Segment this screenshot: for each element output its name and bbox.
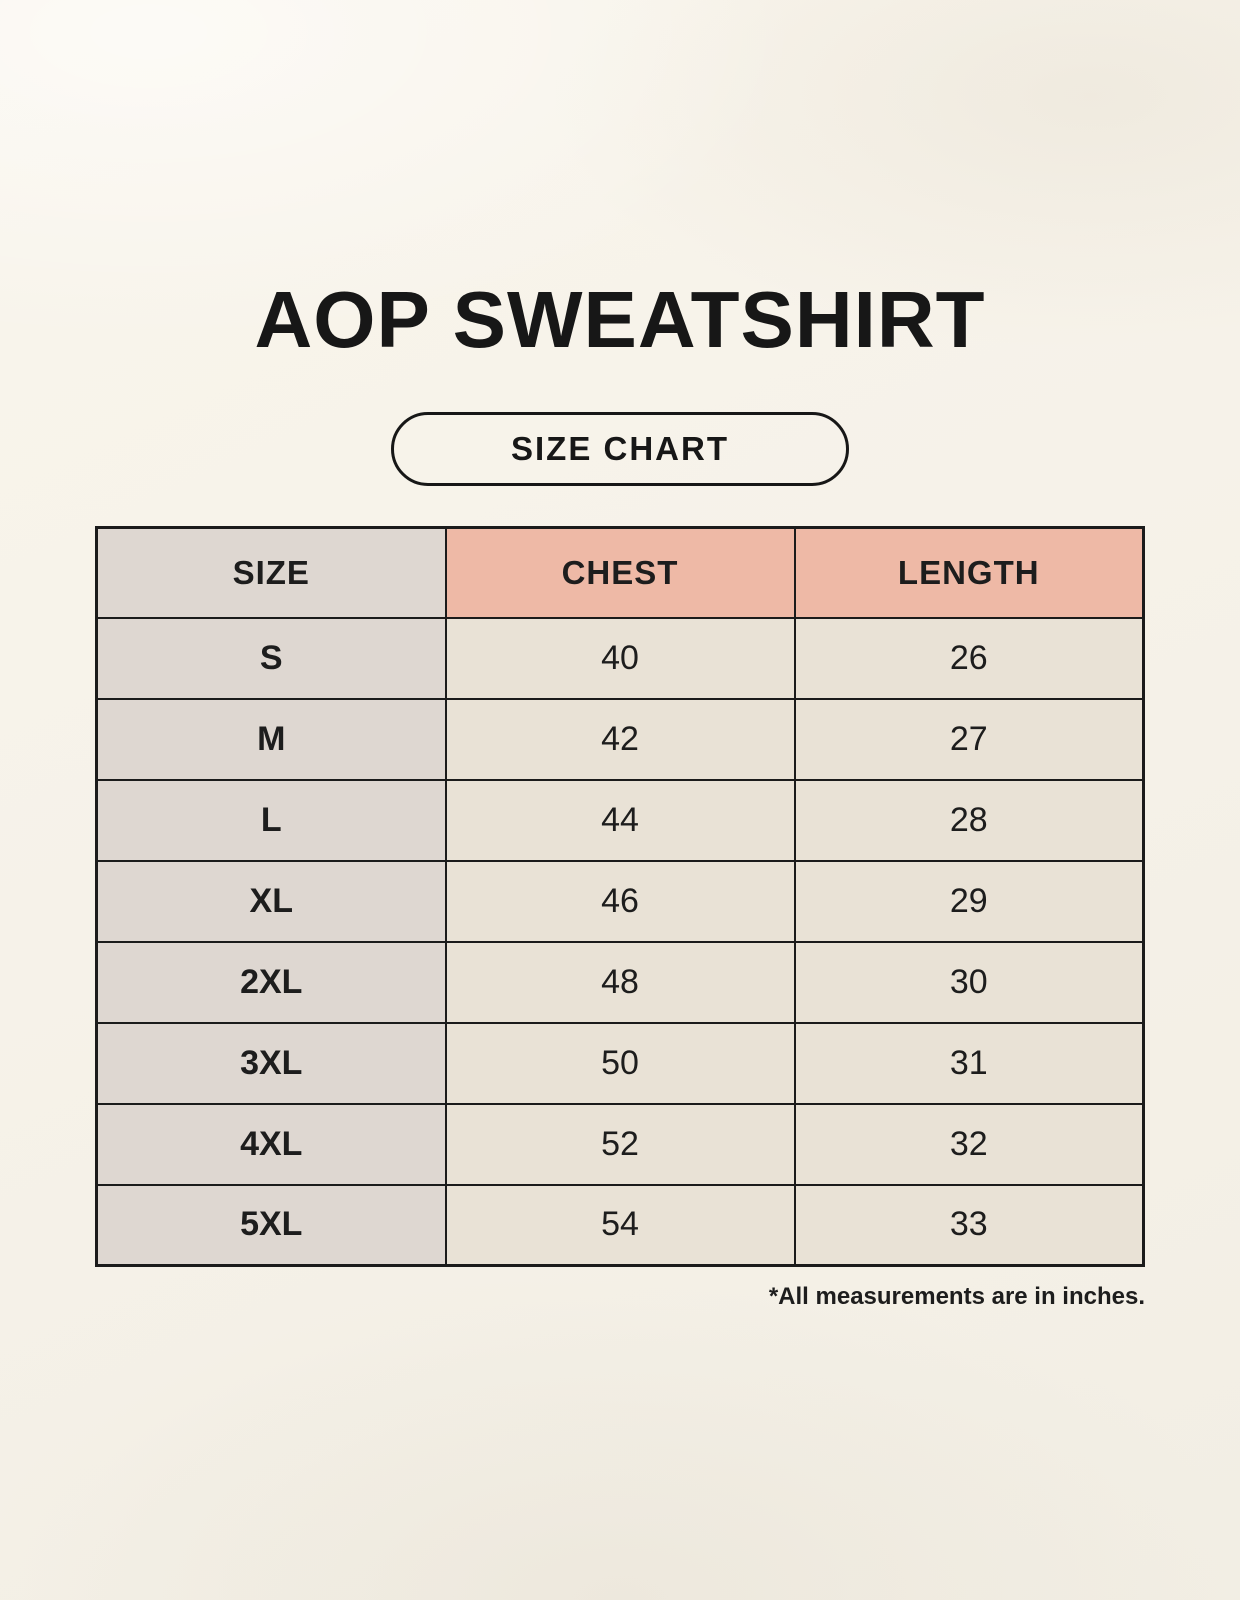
size-chart-badge: SIZE CHART <box>391 412 849 486</box>
column-header-chest: CHEST <box>444 526 796 619</box>
chest-cell: 44 <box>444 778 796 862</box>
table-row: S 40 26 <box>95 616 1145 700</box>
chest-cell: 52 <box>444 1102 796 1186</box>
size-cell: M <box>95 697 447 781</box>
size-cell: 3XL <box>95 1021 447 1105</box>
table-row: L 44 28 <box>95 778 1145 862</box>
size-chart-badge-label: SIZE CHART <box>511 430 729 467</box>
length-cell: 28 <box>793 778 1145 862</box>
length-cell: 29 <box>793 859 1145 943</box>
table-row: XL 46 29 <box>95 859 1145 943</box>
column-header-size: SIZE <box>95 526 447 619</box>
column-header-length: LENGTH <box>793 526 1145 619</box>
length-cell: 31 <box>793 1021 1145 1105</box>
page-title: AOP SWEATSHIRT <box>254 275 986 364</box>
chest-cell: 50 <box>444 1021 796 1105</box>
size-cell: L <box>95 778 447 862</box>
length-cell: 33 <box>793 1183 1145 1267</box>
chest-cell: 46 <box>444 859 796 943</box>
table-row: 3XL 50 31 <box>95 1021 1145 1105</box>
size-cell: 2XL <box>95 940 447 1024</box>
table-row: M 42 27 <box>95 697 1145 781</box>
measurement-footnote: *All measurements are in inches. <box>768 1283 1145 1310</box>
table-row: 5XL 54 33 <box>95 1183 1145 1267</box>
chest-cell: 48 <box>444 940 796 1024</box>
size-cell: 5XL <box>95 1183 447 1267</box>
footnote-container: *All measurements are in inches. <box>95 1283 1145 1311</box>
size-chart-table: SIZE CHEST LENGTH S 40 26 M 42 27 L 44 2… <box>95 526 1145 1267</box>
length-cell: 26 <box>793 616 1145 700</box>
chest-cell: 40 <box>444 616 796 700</box>
size-cell: XL <box>95 859 447 943</box>
length-cell: 30 <box>793 940 1145 1024</box>
size-cell: 4XL <box>95 1102 447 1186</box>
length-cell: 27 <box>793 697 1145 781</box>
length-cell: 32 <box>793 1102 1145 1186</box>
table-header-row: SIZE CHEST LENGTH <box>95 526 1145 619</box>
table-row: 2XL 48 30 <box>95 940 1145 1024</box>
table-row: 4XL 52 32 <box>95 1102 1145 1186</box>
size-cell: S <box>95 616 447 700</box>
chest-cell: 54 <box>444 1183 796 1267</box>
chest-cell: 42 <box>444 697 796 781</box>
